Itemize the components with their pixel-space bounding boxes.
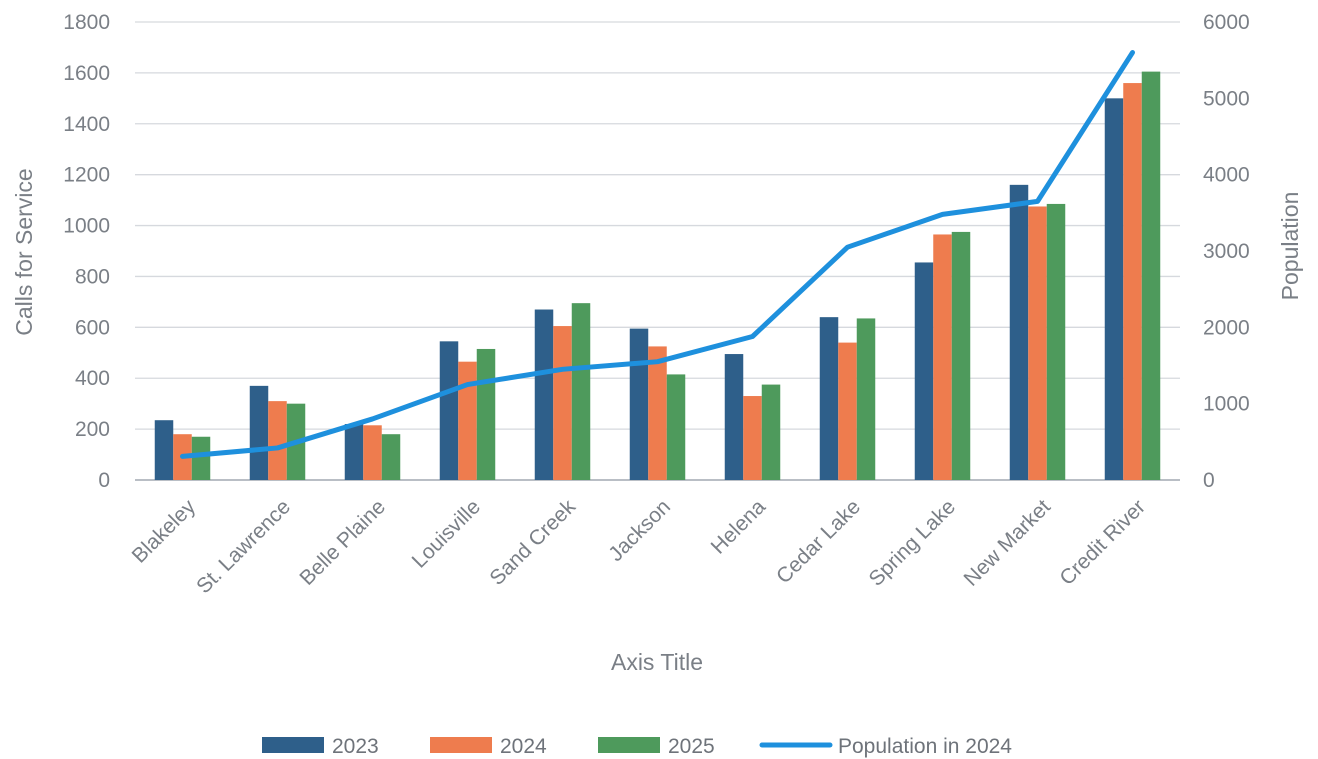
- bar-2024-new-market: [1028, 206, 1047, 480]
- bar-2025-belle-plaine: [381, 434, 401, 480]
- legend-swatch-2025: [598, 737, 660, 753]
- bar-2025-sand-creek: [571, 303, 591, 480]
- bar-2024-st-lawrence: [268, 401, 287, 480]
- y-tick-label: 600: [75, 316, 110, 339]
- x-category-label: Helena: [707, 495, 771, 559]
- y-tick-label: 1400: [63, 113, 110, 136]
- legend-swatch-2023: [262, 737, 324, 753]
- x-category-label: Belle Plaine: [295, 495, 390, 590]
- bar-2023-jackson: [629, 328, 649, 480]
- y-tick-label: 1600: [63, 62, 110, 85]
- bar-2024-sand-creek: [553, 326, 572, 480]
- y2-tick-label: 0: [1203, 469, 1215, 492]
- bar-2023-st-lawrence: [249, 385, 269, 480]
- bar-2024-spring-lake: [933, 234, 952, 480]
- x-category-label: New Market: [960, 495, 1056, 591]
- y-axis-title: Calls for Service: [11, 168, 37, 335]
- gridlines: [135, 21, 1180, 481]
- bar-2025-blakeley: [191, 436, 211, 480]
- x-category-label: Blakeley: [128, 495, 201, 568]
- bar-2025-credit-river: [1141, 71, 1161, 480]
- x-category-label: Sand Creek: [485, 495, 580, 590]
- y-tick-label: 200: [75, 418, 110, 441]
- bar-2023-sand-creek: [534, 309, 554, 480]
- x-category-label: Spring Lake: [865, 495, 961, 591]
- legend-label: 2023: [332, 735, 379, 758]
- bar-2023-belle-plaine: [344, 424, 364, 480]
- x-category-label: Jackson: [604, 495, 675, 566]
- legend: 2023 2024 2025 Population in 2024: [262, 735, 1012, 758]
- x-category-label: St. Lawrence: [192, 495, 295, 598]
- y2-tick-label: 6000: [1203, 11, 1250, 34]
- y-tick-label: 400: [75, 367, 110, 390]
- legend-label: Population in 2024: [838, 735, 1012, 758]
- bar-2023-louisville: [439, 341, 459, 480]
- y-tick-label: 1800: [63, 11, 110, 34]
- x-category-label: Credit River: [1055, 495, 1150, 590]
- y2-tick-label: 3000: [1203, 240, 1250, 263]
- bar-2023-helena: [724, 354, 744, 480]
- y2-axis-title: Population: [1277, 192, 1303, 301]
- bar-2023-spring-lake: [914, 262, 934, 480]
- axes: 0 200 400 600 800 1000 1200 1400 1600 1800 0 1000 20…: [63, 11, 1249, 598]
- bar-2024-cedar-lake: [838, 342, 857, 480]
- y-tick-label: 800: [75, 265, 110, 288]
- y-tick-label: 0: [98, 469, 110, 492]
- y-tick-label: 1200: [63, 164, 110, 187]
- y2-tick-label: 5000: [1203, 87, 1250, 110]
- bars: [154, 71, 1161, 481]
- x-category-label: Louisville: [408, 495, 485, 572]
- legend-label: 2025: [668, 735, 715, 758]
- bar-2024-belle-plaine: [363, 425, 382, 480]
- legend-label: 2024: [500, 735, 547, 758]
- bar-2024-helena: [743, 396, 762, 480]
- y-tick-label: 1000: [63, 215, 110, 238]
- x-category-label: Cedar Lake: [772, 495, 865, 588]
- bar-2023-credit-river: [1104, 98, 1124, 480]
- bar-2025-cedar-lake: [856, 318, 876, 480]
- bar-2025-jackson: [666, 374, 686, 480]
- x-axis-title: Axis Title: [611, 649, 703, 675]
- bar-2023-cedar-lake: [819, 317, 839, 480]
- bar-2025-helena: [761, 384, 781, 480]
- y2-tick-label: 2000: [1203, 316, 1250, 339]
- bar-2025-spring-lake: [951, 231, 971, 480]
- bar-2024-louisville: [458, 361, 477, 480]
- y2-tick-label: 1000: [1203, 393, 1250, 416]
- bar-2023-new-market: [1009, 184, 1029, 480]
- bar-2025-louisville: [476, 348, 496, 480]
- bar-2024-jackson: [648, 346, 667, 480]
- bar-2023-blakeley: [154, 420, 174, 480]
- population-line-layer: [180, 50, 1135, 459]
- bar-2024-credit-river: [1123, 83, 1142, 481]
- y2-tick-label: 4000: [1203, 164, 1250, 187]
- bar-2025-new-market: [1046, 203, 1066, 480]
- legend-swatch-2024: [430, 737, 492, 753]
